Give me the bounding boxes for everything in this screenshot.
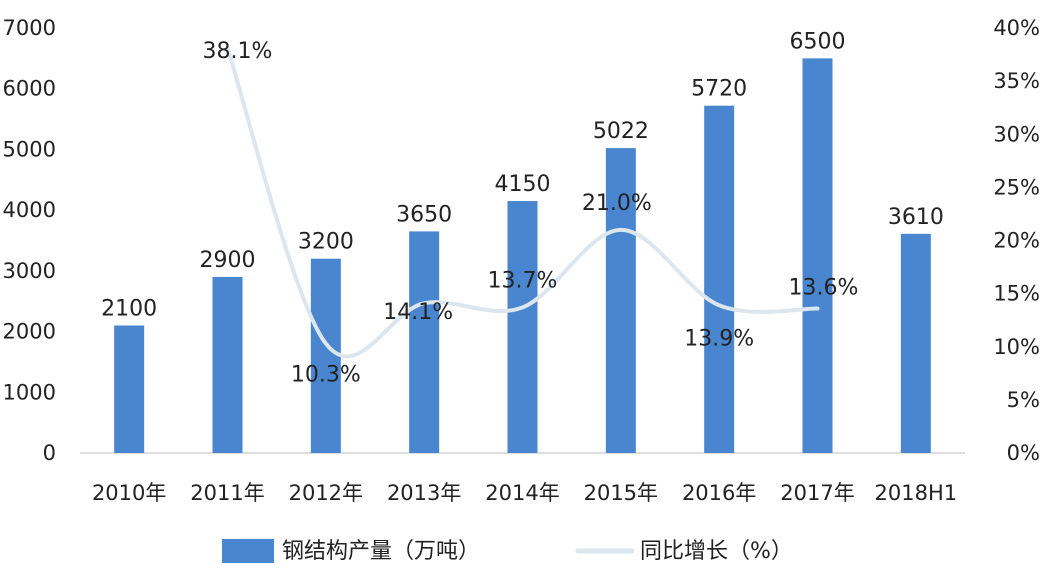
x-tick-label: 2013年	[387, 481, 461, 505]
legend-bar-swatch	[222, 539, 274, 563]
y2-tick-label: 10%	[993, 335, 1040, 359]
y2-tick-label: 40%	[993, 16, 1040, 40]
bar	[212, 276, 243, 453]
growth-value-label: 13.6%	[789, 276, 859, 301]
y2-tick-label: 25%	[993, 175, 1040, 199]
bar	[605, 148, 636, 454]
x-axis-labels: 2010年 2011年 2012年 2013年 2014年 2015年 2016年 2017年…	[92, 481, 957, 505]
bar-value-label: 3610	[888, 205, 944, 230]
bar	[802, 58, 833, 453]
y-tick-label: 0	[43, 441, 56, 465]
bar-value-label: 3650	[396, 202, 452, 227]
bar-value-label: 2100	[101, 297, 157, 322]
bar	[114, 325, 145, 453]
growth-value-label: 13.9%	[684, 326, 754, 351]
growth-line-series	[225, 46, 820, 359]
right-axis: 0% 5% 10% 15% 20% 25% 30% 35% 40%	[993, 16, 1040, 465]
bar-value-label: 2900	[200, 248, 256, 273]
y2-tick-label: 30%	[993, 122, 1040, 146]
legend-bar-label: 钢结构产量（万吨）	[282, 539, 480, 564]
x-tick-label: 2018H1	[875, 481, 958, 505]
growth-value-label: 10.3%	[291, 363, 361, 388]
y-tick-label: 3000	[3, 259, 56, 283]
y2-tick-label: 5%	[1007, 388, 1040, 412]
bar-value-label: 5720	[691, 77, 747, 102]
x-tick-label: 2017年	[780, 481, 854, 505]
y-tick-label: 5000	[3, 137, 56, 161]
x-tick-label: 2014年	[485, 481, 559, 505]
legend-line-label: 同比增长（%）	[640, 539, 793, 564]
bar-value-label: 6500	[790, 29, 846, 54]
x-tick-label: 2011年	[190, 481, 264, 505]
y2-tick-label: 0%	[1007, 441, 1040, 465]
growth-value-label: 14.1%	[383, 300, 453, 325]
bar-value-label: 4150	[495, 172, 551, 197]
x-tick-label: 2010年	[92, 481, 166, 505]
y-tick-label: 6000	[3, 77, 56, 101]
x-tick-label: 2015年	[584, 481, 658, 505]
bar	[704, 105, 735, 453]
growth-value-label: 13.7%	[488, 268, 558, 293]
bar-series	[114, 58, 931, 454]
y-tick-label: 4000	[3, 198, 56, 222]
growth-value-labels: 38.1% 10.3% 14.1% 13.7% 21.0% 13.9% 13.6%	[203, 39, 859, 387]
bar	[900, 233, 931, 453]
growth-line	[225, 46, 820, 359]
growth-value-label: 38.1%	[203, 39, 273, 64]
bar	[310, 258, 341, 453]
bar-value-label: 3200	[298, 230, 354, 255]
y2-tick-label: 15%	[993, 282, 1040, 306]
left-axis: 0 1000 2000 3000 4000 5000 6000 7000	[3, 16, 56, 465]
x-tick-label: 2016年	[682, 481, 756, 505]
y-tick-label: 1000	[3, 380, 56, 404]
x-tick-label: 2012年	[289, 481, 363, 505]
bar	[409, 231, 440, 453]
y2-tick-label: 35%	[993, 69, 1040, 93]
legend: 钢结构产量（万吨） 同比增长（%）	[222, 539, 793, 564]
bar-value-label: 5022	[593, 119, 649, 144]
y2-tick-label: 20%	[993, 229, 1040, 253]
y-tick-label: 2000	[3, 320, 56, 344]
bar-value-labels: 2100 2900 3200 3650 4150 5022 5720 6500 3610	[101, 29, 944, 321]
growth-value-label: 21.0%	[582, 191, 652, 216]
y-tick-label: 7000	[3, 16, 56, 40]
bar	[507, 201, 538, 453]
